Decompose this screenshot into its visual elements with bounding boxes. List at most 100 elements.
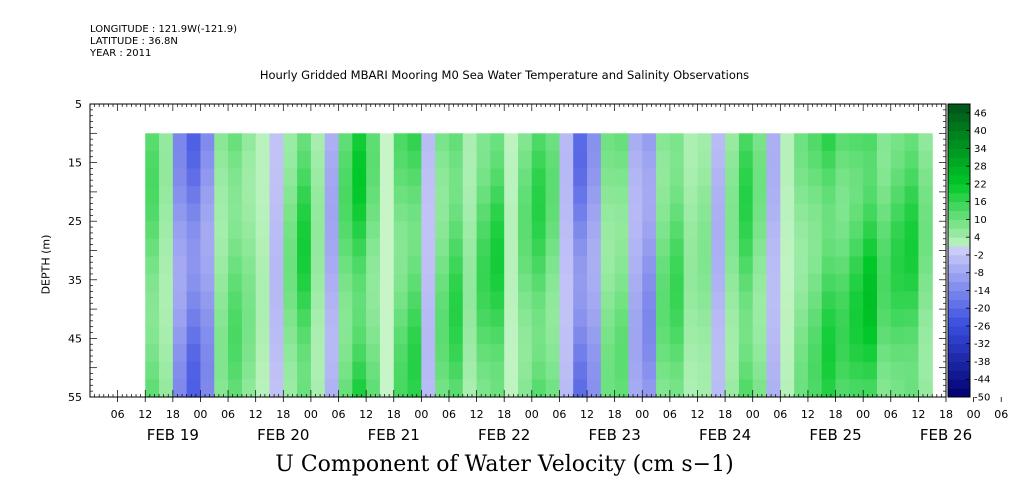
heatmap-cell (448, 309, 464, 328)
heatmap-cell (545, 291, 561, 310)
heatmap-cell (780, 326, 795, 345)
heatmap-cell (614, 273, 630, 293)
heatmap-cell (725, 309, 740, 328)
heatmap-cell (531, 309, 547, 328)
variable-label: U Component of Water Velocity (cm s−1) (275, 452, 734, 477)
heatmap-cell (766, 133, 781, 152)
heatmap-cell (573, 361, 588, 381)
heatmap-cell (545, 379, 561, 398)
heatmap-cell (379, 168, 395, 187)
x-hour-tick-label: 18 (387, 408, 401, 421)
heatmap-cell (697, 221, 712, 240)
heatmap-cell (890, 238, 906, 257)
heatmap-cell (531, 291, 547, 310)
x-hour-tick-label: 12 (911, 408, 925, 421)
heatmap-cell (628, 256, 643, 275)
heatmap-cell (725, 238, 740, 257)
heatmap-cell (573, 203, 588, 222)
heatmap-cell (490, 273, 505, 293)
heatmap-cell (849, 379, 864, 398)
heatmap-cell (656, 309, 671, 328)
heatmap-cell (766, 256, 781, 275)
heatmap-cell (490, 221, 505, 240)
heatmap-cell (297, 168, 312, 187)
heatmap-cell (614, 309, 630, 328)
heatmap-cell (752, 150, 768, 170)
heatmap-cell (545, 221, 561, 240)
heatmap-cell (752, 273, 768, 293)
heatmap-cell (421, 379, 436, 398)
y-tick-label: 35 (68, 274, 82, 287)
heatmap-cell (214, 379, 229, 398)
heatmap-cell (821, 309, 837, 328)
heatmap-cell (587, 344, 602, 363)
heatmap-cell (656, 344, 671, 363)
heatmap-cell (904, 291, 919, 310)
heatmap-cell (752, 133, 768, 152)
x-date-label: FEB 20 (257, 426, 309, 444)
heatmap-cell (504, 361, 519, 381)
heatmap-cell (669, 133, 685, 152)
heatmap-cell (448, 203, 464, 222)
heatmap-cell (628, 168, 643, 187)
heatmap-cell (186, 379, 202, 398)
heatmap-cell (545, 168, 561, 187)
heatmap-cell (462, 379, 478, 398)
heatmap-cell (669, 344, 685, 363)
heatmap-cell (186, 186, 202, 205)
heatmap-cell (531, 186, 547, 205)
x-hour-tick-label: 18 (166, 408, 180, 421)
heatmap-cell (490, 168, 505, 187)
heatmap-cell (821, 168, 837, 187)
heatmap-cell (780, 344, 795, 363)
heatmap-cell (407, 309, 422, 328)
heatmap-cell (159, 291, 174, 310)
heatmap-cell (214, 256, 229, 275)
heatmap-cell (545, 256, 561, 275)
heatmap-cell (918, 168, 933, 187)
heatmap-cell (435, 168, 450, 187)
heatmap-cell (241, 379, 257, 398)
heatmap-cell (476, 203, 491, 222)
heatmap-cell (807, 361, 823, 381)
heatmap-cell (559, 150, 574, 170)
heatmap-cell (614, 221, 630, 240)
colorbar-tick-label: -20 (974, 304, 990, 315)
heatmap-cell (821, 291, 837, 310)
heatmap-cell (476, 309, 491, 328)
heatmap-cell (656, 361, 671, 381)
heatmap-cell (711, 326, 726, 345)
heatmap-cell (849, 186, 864, 205)
heatmap-cell (587, 203, 602, 222)
heatmap-cell (518, 221, 533, 240)
heatmap-cell (794, 273, 809, 293)
heatmap-cell (159, 326, 174, 345)
heatmap-cell (462, 361, 478, 381)
heatmap-cell (766, 379, 781, 398)
heatmap-cell (435, 238, 450, 257)
heatmap-cell (379, 326, 395, 345)
heatmap-cell (587, 168, 602, 187)
heatmap-cell (490, 203, 505, 222)
heatmap-cell (283, 150, 298, 170)
colorbar-segment (948, 370, 970, 380)
heatmap-cell (531, 150, 547, 170)
x-hour-tick-label: 18 (608, 408, 622, 421)
heatmap-cell (573, 273, 588, 293)
heatmap-cell (462, 150, 478, 170)
heatmap-cell (642, 309, 657, 328)
heatmap-cell (780, 256, 795, 275)
heatmap-cell (255, 186, 271, 205)
heatmap-cell (504, 326, 519, 345)
heatmap-cell (462, 326, 478, 345)
heatmap-cell (421, 291, 436, 310)
heatmap-cell (283, 256, 298, 275)
heatmap-cell (186, 326, 202, 345)
heatmap-cell (269, 150, 284, 170)
heatmap-cell (518, 309, 533, 328)
heatmap-cell (297, 186, 312, 205)
heatmap-cell (186, 238, 202, 257)
heatmap-cell (172, 221, 188, 240)
colorbar-segment (948, 254, 970, 265)
heatmap-cell (255, 291, 271, 310)
